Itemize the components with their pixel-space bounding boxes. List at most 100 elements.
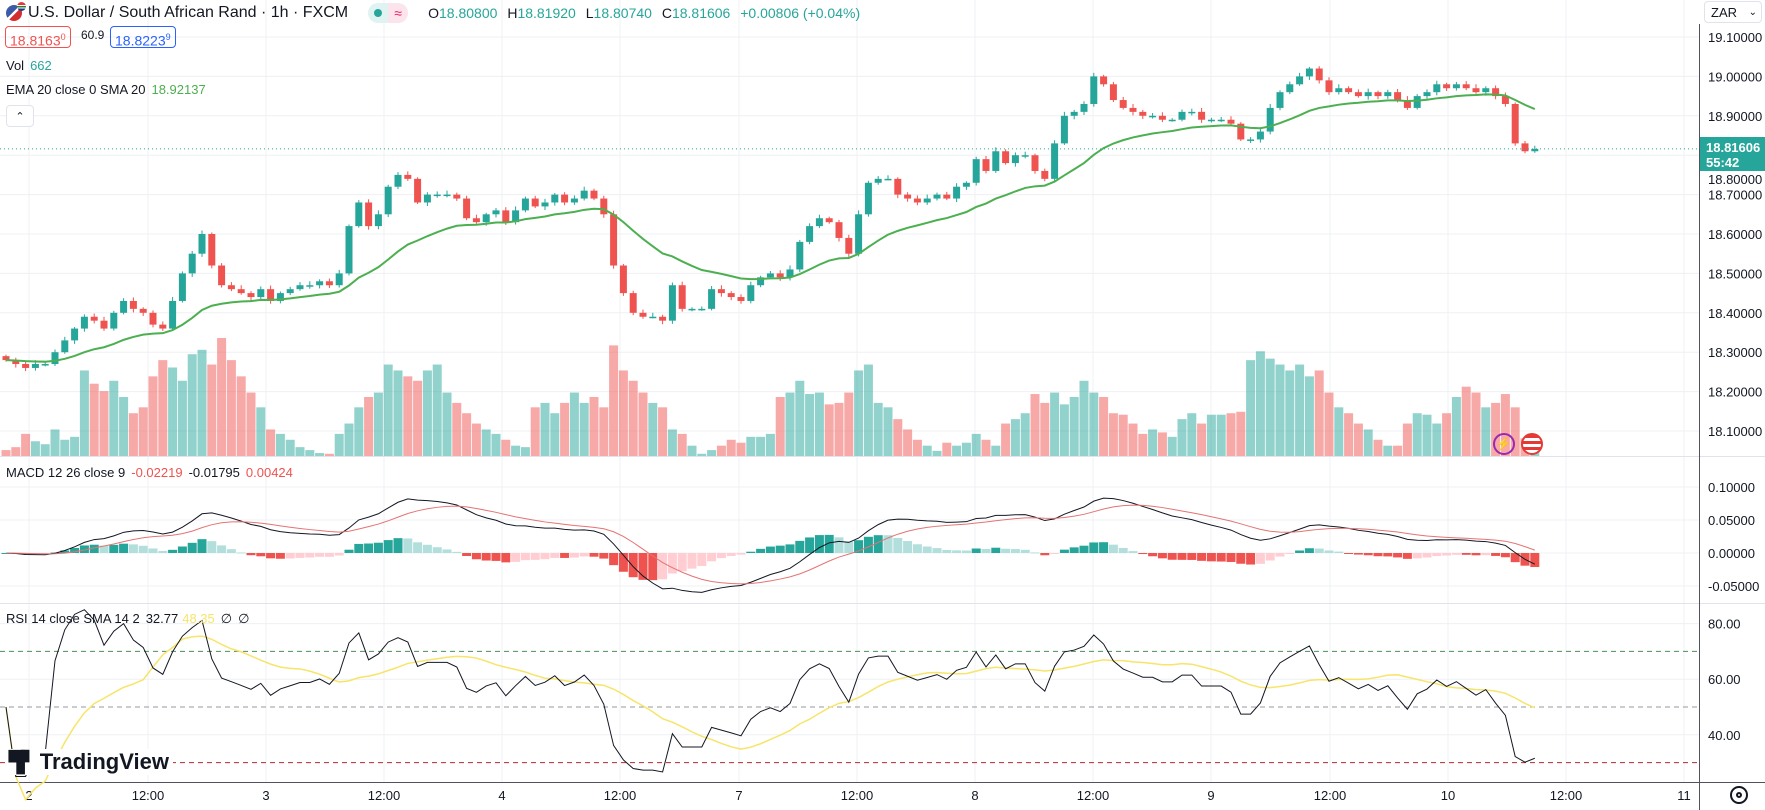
candle-body <box>904 194 912 199</box>
time-axis-label: 10 <box>1441 788 1455 803</box>
candle-body <box>159 324 167 329</box>
event-us-flag-icon[interactable] <box>1521 433 1543 455</box>
volume-bar <box>60 439 70 456</box>
price-axis-label: 18.50000 <box>1708 266 1762 281</box>
candle-body <box>1256 131 1264 140</box>
candle-body <box>1315 68 1323 81</box>
symbol-legend[interactable]: U.S. Dollar / South African Rand · 1h · … <box>6 2 866 23</box>
rsi-legend[interactable]: RSI 14 close SMA 14 2 32.77 48.35 ∅ ∅ <box>6 611 249 627</box>
macd-histogram-bar <box>716 553 726 559</box>
tradingview-logo-icon: ▜▘ <box>9 751 37 774</box>
symbol-title[interactable]: U.S. Dollar / South African Rand · 1h · … <box>28 4 349 21</box>
sell-price-button[interactable]: 18.81630 <box>5 26 71 49</box>
price-axis-label: 18.90000 <box>1708 109 1762 124</box>
candle-body <box>580 190 588 199</box>
candle-body <box>1100 76 1108 85</box>
candle-body <box>71 328 79 341</box>
candle-body <box>835 222 843 238</box>
volume-bar <box>942 442 952 456</box>
rsi-axis-label: 40.00 <box>1708 728 1741 743</box>
volume-bar <box>1089 392 1099 456</box>
currency-dropdown[interactable]: ZAR ⌄ <box>1704 1 1762 23</box>
candle-body <box>178 273 186 301</box>
volume-bar <box>197 349 207 456</box>
time-axis-label: 12:00 <box>132 788 165 803</box>
macd-legend[interactable]: MACD 12 26 close 9 -0.02219 -0.01795 0.0042… <box>6 465 293 480</box>
volume-bar <box>756 436 766 456</box>
volume-bar <box>295 447 305 456</box>
volume-bar <box>903 429 913 456</box>
volume-bar <box>844 392 854 456</box>
candle-body <box>815 218 823 227</box>
candle-body <box>619 265 627 294</box>
low-value: 18.80740 <box>593 5 652 21</box>
macd-histogram-bar <box>403 538 413 553</box>
volume-bar <box>128 413 138 456</box>
candle-body <box>100 320 108 329</box>
macd-histogram-bar <box>1177 553 1187 560</box>
candle-body <box>806 226 814 242</box>
volume-bar <box>79 370 89 456</box>
volume-bar <box>285 439 295 456</box>
volume-bar <box>99 391 109 456</box>
settings-gear-icon[interactable] <box>1730 786 1748 804</box>
volume-bar <box>618 370 628 456</box>
volume-bar <box>422 370 432 456</box>
candle-body <box>600 198 608 215</box>
candle-body <box>198 234 206 254</box>
buy-price-button[interactable]: 18.82239 <box>110 26 176 49</box>
macd-histogram-bar <box>638 553 648 580</box>
candle-body <box>1002 151 1010 164</box>
volume-bar <box>491 433 501 456</box>
price-axis-label: 18.30000 <box>1708 345 1762 360</box>
volume-bar <box>413 380 423 456</box>
volume-bar <box>168 367 178 456</box>
volume-bar <box>1295 364 1305 456</box>
volume-bar <box>21 433 31 456</box>
volume-bar <box>1481 407 1491 456</box>
candle-body <box>1286 84 1294 93</box>
volume-legend[interactable]: Vol 662 <box>6 58 52 73</box>
macd-histogram-bar <box>805 537 815 553</box>
candle-body <box>639 312 647 317</box>
volume-bar <box>148 376 158 456</box>
macd-histogram-bar <box>697 553 707 566</box>
volume-bar <box>1491 402 1501 456</box>
price-axis-label: 19.10000 <box>1708 30 1762 45</box>
candle-body <box>1433 84 1441 93</box>
volume-bar <box>697 453 707 456</box>
ema-legend[interactable]: EMA 20 close 0 SMA 20 18.92137 <box>6 82 206 97</box>
event-lightning-icon[interactable]: ⚡ <box>1493 433 1515 455</box>
price-axis-label: 18.10000 <box>1708 424 1762 439</box>
macd-histogram-bar <box>79 545 89 553</box>
candle-body <box>747 285 755 301</box>
macd-histogram-bar <box>1344 553 1354 554</box>
macd-histogram-bar <box>119 543 129 553</box>
collapse-legend-button[interactable]: ⌃ <box>6 105 34 127</box>
macd-histogram-bar <box>1128 551 1138 553</box>
candle-body <box>541 202 549 207</box>
candle-body <box>1227 119 1235 124</box>
volume-bar <box>1187 413 1197 456</box>
macd-axis-label: 0.00000 <box>1708 546 1755 561</box>
macd-histogram-bar <box>128 544 138 553</box>
volume-bar <box>1275 364 1285 456</box>
macd-histogram-bar <box>109 544 119 553</box>
ohlc-values: O18.80800 H18.81920 L18.80740 C18.81606 … <box>428 5 866 21</box>
volume-bar <box>334 433 344 456</box>
macd-histogram-bar <box>981 549 991 553</box>
macd-histogram-bar <box>481 553 491 561</box>
open-label: O <box>428 5 440 21</box>
volume-bar <box>89 383 99 456</box>
candle-body <box>384 186 392 215</box>
tradingview-logo[interactable]: ▜▘ TradingView <box>9 749 173 775</box>
volume-bar <box>824 404 834 456</box>
market-status-badge[interactable]: ≈ <box>368 3 409 23</box>
volume-bar <box>1383 445 1393 456</box>
candle-body <box>1011 155 1019 164</box>
candle-body <box>482 214 490 223</box>
volume-bar <box>305 450 315 456</box>
volume-bar <box>1285 370 1295 456</box>
macd-histogram-bar <box>207 541 217 553</box>
